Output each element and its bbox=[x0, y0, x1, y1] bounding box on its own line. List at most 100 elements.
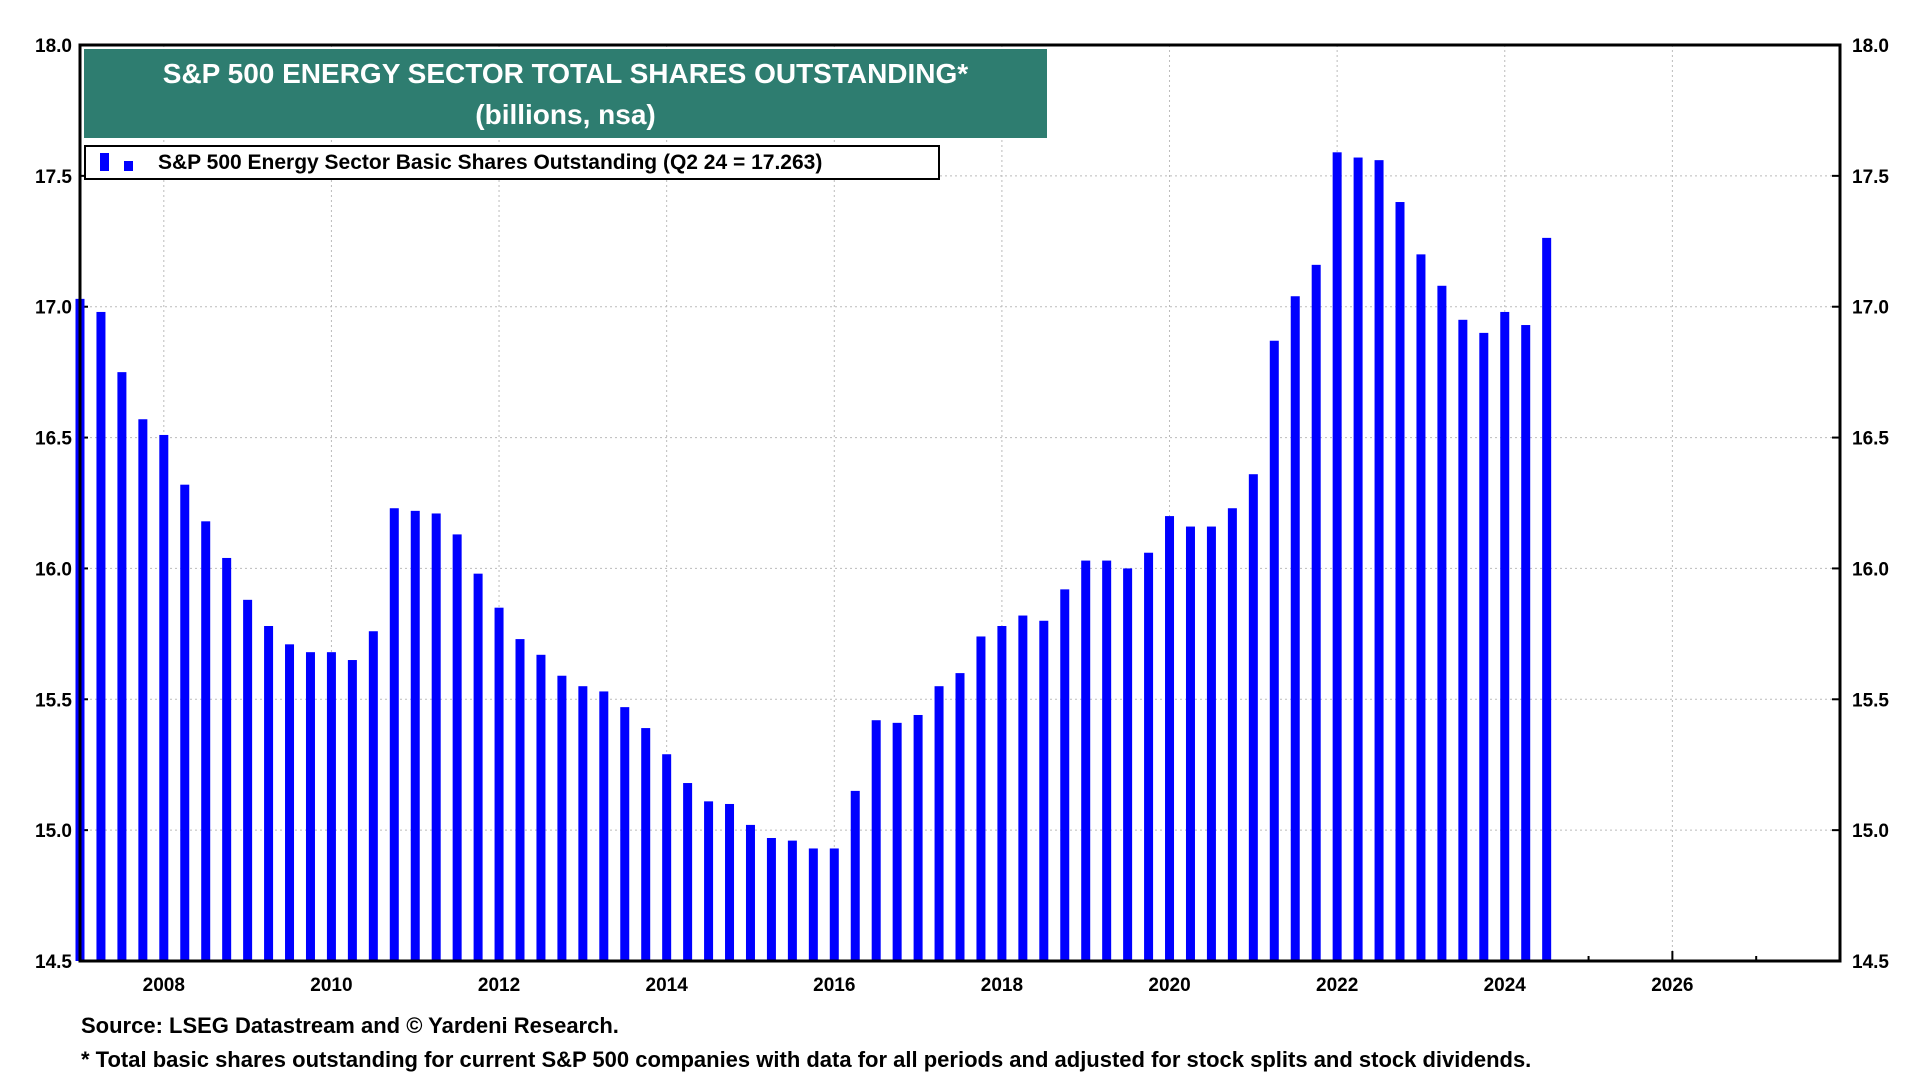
legend: S&P 500 Energy Sector Basic Shares Outst… bbox=[84, 145, 940, 180]
bar bbox=[1374, 160, 1384, 961]
bar bbox=[1458, 319, 1468, 961]
bar bbox=[599, 691, 609, 961]
bar bbox=[452, 534, 462, 961]
bar bbox=[389, 508, 399, 961]
bar bbox=[1185, 526, 1195, 961]
bar bbox=[578, 686, 588, 961]
y-tick-label-left: 15.5 bbox=[35, 690, 72, 711]
bar bbox=[850, 790, 860, 961]
y-tick-label-right: 16.5 bbox=[1852, 429, 1889, 450]
y-tick-label-right: 17.0 bbox=[1852, 298, 1889, 319]
bar bbox=[138, 419, 148, 961]
x-tick-label: 2010 bbox=[310, 975, 352, 996]
bar bbox=[787, 840, 797, 961]
bar bbox=[1416, 254, 1426, 961]
bar bbox=[892, 722, 902, 961]
x-tick-label: 2022 bbox=[1316, 975, 1358, 996]
bar bbox=[305, 652, 315, 961]
chart-subtitle: (billions, nsa) bbox=[475, 99, 656, 130]
y-tick-label-right: 17.5 bbox=[1852, 167, 1889, 188]
bar bbox=[1332, 152, 1342, 961]
bar bbox=[1123, 568, 1133, 961]
bar bbox=[494, 607, 504, 961]
bar bbox=[1165, 516, 1175, 961]
bar bbox=[1500, 311, 1510, 961]
bar bbox=[117, 372, 127, 962]
bar bbox=[1311, 264, 1321, 962]
x-tick-label: 2018 bbox=[981, 975, 1023, 996]
y-tick-label-right: 14.5 bbox=[1852, 952, 1889, 973]
y-tick-label-right: 15.5 bbox=[1852, 690, 1889, 711]
bar bbox=[222, 557, 232, 961]
x-tick-label: 2016 bbox=[813, 975, 855, 996]
y-tick-label-left: 16.5 bbox=[35, 429, 72, 450]
bar bbox=[1542, 237, 1552, 961]
legend-bar-icon bbox=[100, 152, 144, 173]
chart-title: S&P 500 ENERGY SECTOR TOTAL SHARES OUTST… bbox=[162, 58, 969, 89]
footnote: * Total basic shares outstanding for cur… bbox=[81, 1047, 1532, 1072]
bar bbox=[1102, 560, 1112, 961]
legend-label: S&P 500 Energy Sector Basic Shares Outst… bbox=[158, 151, 823, 174]
bar bbox=[557, 675, 567, 961]
bar bbox=[326, 652, 336, 961]
y-tick-label-left: 16.0 bbox=[35, 559, 72, 580]
bar bbox=[808, 848, 818, 961]
y-tick-label-left: 15.0 bbox=[35, 821, 72, 842]
bar bbox=[285, 644, 295, 961]
bar bbox=[264, 626, 274, 961]
bar bbox=[1018, 615, 1028, 961]
bar bbox=[180, 484, 190, 961]
bar bbox=[1060, 589, 1070, 961]
y-tick-label-right: 15.0 bbox=[1852, 821, 1889, 842]
y-tick-label-right: 18.0 bbox=[1852, 36, 1889, 57]
bar bbox=[1144, 552, 1154, 961]
y-tick-label-left: 17.0 bbox=[35, 298, 72, 319]
bar bbox=[1353, 157, 1363, 962]
plot-frame bbox=[78, 43, 1842, 963]
bar bbox=[934, 686, 944, 961]
bar bbox=[1206, 526, 1216, 961]
bar bbox=[641, 728, 651, 961]
y-tick-label-left: 18.0 bbox=[35, 36, 72, 57]
bar bbox=[913, 714, 923, 961]
bar bbox=[955, 673, 965, 961]
bar bbox=[766, 837, 776, 961]
bar bbox=[704, 801, 714, 961]
bar bbox=[829, 848, 839, 961]
x-tick-label: 2024 bbox=[1484, 975, 1527, 996]
bar bbox=[1227, 508, 1237, 961]
bar bbox=[1269, 340, 1279, 961]
x-tick-label: 2026 bbox=[1651, 975, 1693, 996]
bar bbox=[620, 707, 630, 961]
source-note: Source: LSEG Datastream and © Yardeni Re… bbox=[81, 1013, 619, 1038]
bar bbox=[410, 510, 420, 961]
x-tick-label: 2008 bbox=[143, 975, 185, 996]
bar bbox=[96, 311, 106, 961]
x-tick-label: 2014 bbox=[646, 975, 689, 996]
bar bbox=[662, 754, 672, 961]
bar bbox=[201, 521, 211, 961]
y-tick-label-left: 17.5 bbox=[35, 167, 72, 188]
bar bbox=[1395, 202, 1405, 961]
bar bbox=[871, 720, 881, 961]
x-tick-label: 2020 bbox=[1148, 975, 1190, 996]
y-tick-label-right: 16.0 bbox=[1852, 559, 1889, 580]
bar bbox=[1248, 474, 1258, 961]
bar bbox=[1521, 325, 1531, 961]
bar bbox=[725, 803, 735, 961]
bar bbox=[1039, 620, 1049, 961]
bar bbox=[159, 434, 169, 961]
bar bbox=[1479, 332, 1489, 961]
bar bbox=[515, 639, 525, 961]
bar bbox=[1437, 285, 1447, 962]
bar bbox=[368, 631, 378, 961]
bar bbox=[683, 783, 693, 961]
bar bbox=[347, 660, 357, 961]
bar bbox=[976, 636, 986, 961]
bar bbox=[1081, 560, 1091, 961]
bar bbox=[745, 824, 755, 961]
bar bbox=[536, 654, 546, 961]
chart-title-box: S&P 500 ENERGY SECTOR TOTAL SHARES OUTST… bbox=[84, 49, 1047, 138]
x-tick-label: 2012 bbox=[478, 975, 520, 996]
